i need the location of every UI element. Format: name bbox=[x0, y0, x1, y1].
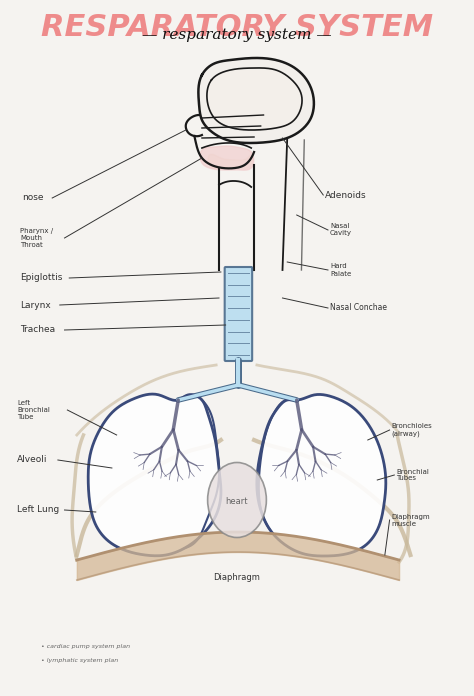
Polygon shape bbox=[199, 58, 314, 143]
Text: Nasal
Cavity: Nasal Cavity bbox=[330, 223, 352, 237]
Text: Alveoli: Alveoli bbox=[17, 455, 47, 464]
Polygon shape bbox=[88, 394, 221, 556]
Polygon shape bbox=[208, 155, 253, 168]
Text: Trachea: Trachea bbox=[20, 326, 55, 335]
Ellipse shape bbox=[208, 463, 266, 537]
FancyBboxPatch shape bbox=[225, 267, 252, 361]
Text: • lymphatic system plan: • lymphatic system plan bbox=[41, 658, 118, 663]
Text: • cardiac pump system plan: • cardiac pump system plan bbox=[41, 644, 130, 649]
Text: heart: heart bbox=[226, 498, 248, 507]
Text: Diaphragm: Diaphragm bbox=[214, 574, 260, 583]
Text: Epiglottis: Epiglottis bbox=[20, 274, 63, 283]
Polygon shape bbox=[257, 395, 386, 556]
Text: Larynx: Larynx bbox=[20, 301, 51, 310]
Polygon shape bbox=[207, 68, 302, 130]
Text: Left
Bronchial
Tube: Left Bronchial Tube bbox=[17, 400, 50, 420]
Text: Pharynx /
Mouth
Throat: Pharynx / Mouth Throat bbox=[20, 228, 53, 248]
Text: Bronchial
Tubes: Bronchial Tubes bbox=[396, 468, 429, 482]
Polygon shape bbox=[200, 146, 254, 170]
Text: Adenoids: Adenoids bbox=[325, 191, 367, 200]
Text: Nasal Conchae: Nasal Conchae bbox=[330, 303, 387, 313]
Text: Diaphragm
muscle: Diaphragm muscle bbox=[392, 514, 430, 526]
Text: nose: nose bbox=[22, 193, 43, 203]
Text: Bronchioles
(airway): Bronchioles (airway) bbox=[392, 423, 432, 437]
Text: Left Lung: Left Lung bbox=[17, 505, 59, 514]
Text: RESPARATORY SYSTEM: RESPARATORY SYSTEM bbox=[41, 13, 433, 42]
Text: — resparatory system —: — resparatory system — bbox=[142, 28, 332, 42]
Text: Hard
Palate: Hard Palate bbox=[330, 264, 351, 276]
